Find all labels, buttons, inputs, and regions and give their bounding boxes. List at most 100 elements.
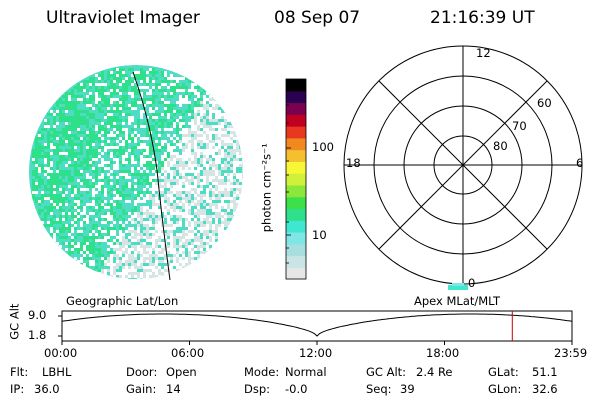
- image-pixel: [128, 170, 131, 173]
- image-pixel: [68, 233, 71, 236]
- image-pixel: [119, 251, 122, 254]
- image-pixel: [152, 167, 155, 170]
- image-pixel: [170, 116, 173, 119]
- image-pixel: [191, 107, 194, 110]
- lat-label-70: 70: [512, 119, 527, 133]
- image-pixel: [167, 230, 170, 233]
- image-pixel: [197, 242, 200, 245]
- image-pixel: [158, 218, 161, 221]
- image-pixel: [149, 239, 152, 242]
- image-pixel: [59, 236, 62, 239]
- image-pixel: [116, 275, 119, 278]
- image-pixel: [140, 164, 143, 167]
- image-pixel: [62, 107, 65, 110]
- image-pixel: [77, 146, 80, 149]
- image-pixel: [191, 257, 194, 260]
- image-pixel: [89, 134, 92, 137]
- image-pixel: [170, 146, 173, 149]
- image-pixel: [101, 224, 104, 227]
- image-pixel: [173, 272, 176, 275]
- image-pixel: [128, 146, 131, 149]
- image-pixel: [119, 119, 122, 122]
- image-pixel: [65, 176, 68, 179]
- image-pixel: [119, 110, 122, 113]
- image-pixel: [182, 164, 185, 167]
- image-pixel: [98, 197, 101, 200]
- image-pixel: [158, 251, 161, 254]
- image-pixel: [182, 239, 185, 242]
- image-pixel: [134, 170, 137, 173]
- image-pixel: [71, 134, 74, 137]
- image-pixel: [137, 272, 140, 275]
- image-pixel: [56, 188, 59, 191]
- image-pixel: [143, 116, 146, 119]
- image-pixel: [104, 161, 107, 164]
- image-pixel: [80, 221, 83, 224]
- colorbar-segment: [286, 267, 306, 280]
- image-pixel: [155, 239, 158, 242]
- image-pixel: [71, 158, 74, 161]
- image-pixel: [194, 143, 197, 146]
- image-pixel: [212, 170, 215, 173]
- image-pixel: [176, 125, 179, 128]
- image-pixel: [50, 158, 53, 161]
- image-pixel: [41, 167, 44, 170]
- image-pixel: [86, 239, 89, 242]
- image-pixel: [218, 167, 221, 170]
- image-pixel: [221, 167, 224, 170]
- image-pixel: [203, 128, 206, 131]
- image-pixel: [137, 125, 140, 128]
- image-pixel: [74, 218, 77, 221]
- image-pixel: [185, 104, 188, 107]
- image-pixel: [200, 197, 203, 200]
- image-pixel: [134, 278, 137, 279]
- image-pixel: [149, 203, 152, 206]
- image-pixel: [197, 86, 200, 89]
- image-pixel: [104, 251, 107, 254]
- image-pixel: [113, 239, 116, 242]
- image-pixel: [41, 197, 44, 200]
- image-pixel: [185, 80, 188, 83]
- image-pixel: [110, 233, 113, 236]
- image-pixel: [98, 131, 101, 134]
- image-pixel: [74, 152, 77, 155]
- image-pixel: [68, 155, 71, 158]
- image-pixel: [101, 197, 104, 200]
- image-pixel: [32, 167, 35, 170]
- image-pixel: [203, 224, 206, 227]
- image-pixel: [101, 107, 104, 110]
- image-pixel: [188, 212, 191, 215]
- image-pixel: [194, 83, 197, 86]
- image-pixel: [149, 215, 152, 218]
- image-pixel: [131, 95, 134, 98]
- image-pixel: [74, 248, 77, 251]
- image-pixel: [137, 215, 140, 218]
- image-pixel: [206, 116, 209, 119]
- image-pixel: [50, 149, 53, 152]
- image-pixel: [110, 173, 113, 176]
- image-pixel: [227, 146, 230, 149]
- image-pixel: [74, 236, 77, 239]
- image-pixel: [146, 116, 149, 119]
- image-pixel: [86, 107, 89, 110]
- image-pixel: [152, 179, 155, 182]
- image-pixel: [227, 215, 230, 218]
- image-pixel: [185, 107, 188, 110]
- image-pixel: [77, 179, 80, 182]
- image-pixel: [128, 203, 131, 206]
- image-pixel: [128, 89, 131, 92]
- image-pixel: [230, 164, 233, 167]
- image-pixel: [194, 197, 197, 200]
- image-pixel: [176, 92, 179, 95]
- image-pixel: [83, 131, 86, 134]
- image-pixel: [125, 101, 128, 104]
- image-pixel: [188, 131, 191, 134]
- image-pixel: [104, 209, 107, 212]
- image-pixel: [113, 80, 116, 83]
- orbit-time-4: 23:59: [554, 346, 588, 360]
- image-pixel: [53, 131, 56, 134]
- image-pixel: [188, 248, 191, 251]
- image-pixel: [134, 254, 137, 257]
- image-pixel: [50, 140, 53, 143]
- image-pixel: [59, 161, 62, 164]
